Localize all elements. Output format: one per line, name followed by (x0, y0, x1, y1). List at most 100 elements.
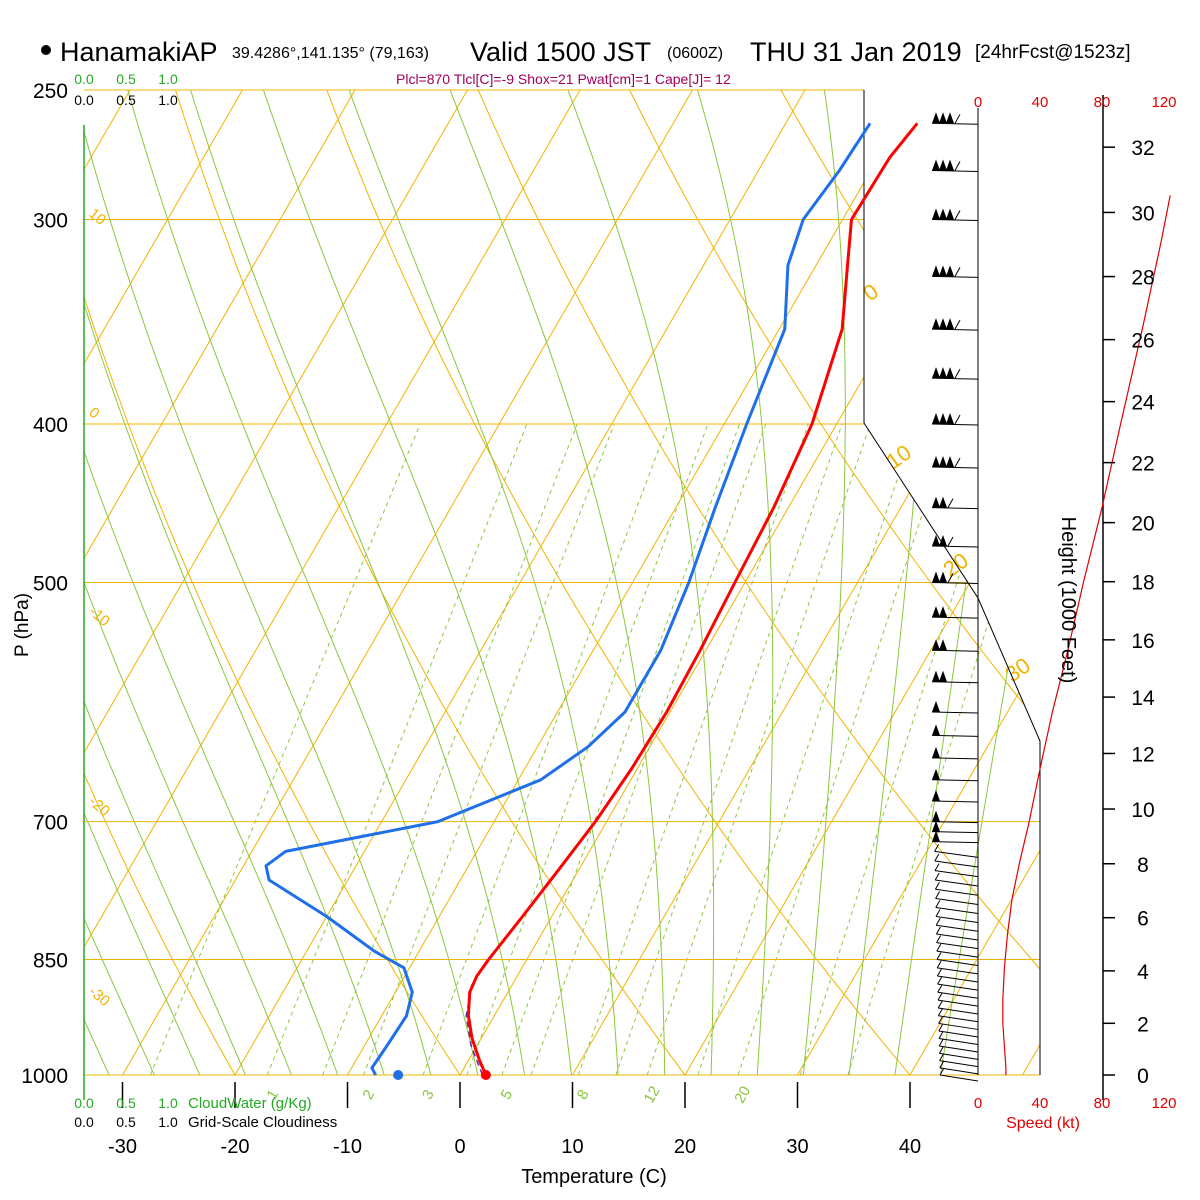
wind-barb (938, 1007, 979, 1015)
wind-barb-feather (947, 536, 954, 547)
wind-barb (931, 275, 979, 278)
wind-barb-feather (947, 498, 954, 508)
wind-barb-flag (939, 265, 947, 277)
wind-barb (937, 999, 979, 1007)
dry-adiabat-label: 10 (882, 440, 916, 475)
wind-barb (931, 649, 979, 652)
station-coords: 39.4286°,141.135° (79,163) (232, 45, 429, 62)
wind-barb-flag (932, 724, 940, 736)
moist-adiabat-line (889, 90, 1029, 1075)
speed-axis-ticks-top: 0 40 80 120 (974, 94, 1177, 111)
moist-adiabat-line (263, 90, 576, 1075)
wind-barb (934, 870, 979, 878)
dry-adiabat-label: 0 (859, 279, 883, 307)
wind-barb-feather (934, 844, 940, 852)
moist-adiabat-line (84, 90, 171, 1075)
wind-barb (937, 967, 979, 975)
wind-barb (937, 975, 979, 983)
wind-barb-flag (932, 789, 940, 801)
height-axis-label: Height (1000 Feet) (1057, 517, 1079, 684)
wind-barb (938, 1015, 979, 1023)
dry-adiabat-label: -10 (85, 603, 113, 630)
mixing-ratio-line (422, 423, 669, 1075)
moist-adiabat-line (84, 90, 396, 1075)
wind-barb-flag (939, 535, 947, 547)
height-tick-label: 8 (1137, 854, 1149, 877)
wind-barb-feather (937, 976, 943, 985)
wind-barb (931, 711, 979, 714)
moist-adiabat-line (84, 90, 306, 1075)
cloud-tick-top-black: 0.5 (116, 92, 136, 108)
isotherm-line (84, 90, 356, 1075)
wind-barb-flag (932, 820, 940, 832)
mixing-ratio-line (697, 423, 917, 1075)
isotherm-line (84, 90, 243, 1075)
wind-barb (935, 897, 979, 905)
wind-barb-flag (939, 318, 947, 330)
wind-barb-feather (954, 368, 961, 379)
wind-barb-feather (938, 1038, 944, 1047)
mixing-ratio-label: 2 (359, 1087, 378, 1103)
cloud-axis-ticks-bottom: 0.0 0.5 1.0 0.0 0.5 1.0 (74, 1095, 178, 1130)
isobars (84, 89, 1040, 1076)
wind-barb-feather (938, 1046, 944, 1054)
wind-barb (931, 423, 979, 426)
isotherm-line (0, 90, 18, 1075)
wind-barb (938, 1030, 979, 1038)
temperature-tick-label: -10 (333, 1136, 362, 1158)
wind-barb-feather (936, 943, 942, 952)
cloud-tick-top-green: 1.0 (158, 71, 178, 87)
cloud-tick-bottom-green: 1.0 (158, 1095, 178, 1111)
mixing-ratio-labels: 1 2 3 5 8 12 20 (263, 1083, 754, 1106)
wind-barb (931, 377, 979, 380)
mixing-ratio-label: 3 (419, 1087, 438, 1103)
wind-barb-flag (939, 456, 947, 468)
wind-barb-feather (954, 457, 961, 468)
wind-barb (931, 841, 979, 844)
wind-barb-feather (936, 952, 942, 960)
speed-tick-label-top: 0 (974, 94, 982, 111)
wind-barb-flag (932, 318, 940, 330)
wind-barb (931, 681, 979, 684)
moist-adiabat-line (127, 90, 486, 1075)
height-tick-label: 32 (1131, 137, 1154, 160)
wind-barb (935, 879, 979, 887)
dry-adiabat-label: 0 (85, 404, 102, 422)
cloud-tick-top-black: 1.0 (158, 92, 178, 108)
cloud-tick-bottom-black: 1.0 (158, 1114, 178, 1130)
wind-barb-flag (946, 112, 954, 124)
dry-adiabat-label: 10 (85, 205, 109, 229)
wind-barb-feather (934, 863, 940, 871)
cloud-water-label: CloudWater (g/Kg) (188, 1095, 312, 1112)
mixing-ratio-line (530, 423, 767, 1075)
speed-axis-ticks-bottom: 0 40 80 120 (974, 1095, 1177, 1112)
wind-barb (931, 831, 979, 834)
station-dot-icon (41, 45, 51, 55)
wind-barb-flag (932, 768, 940, 780)
station-name: HanamakiAP (60, 37, 218, 67)
wind-barb (931, 545, 979, 548)
y-axis-label: P (hPa) (12, 593, 33, 657)
wind-barb (938, 1038, 979, 1046)
dry-adiabat-line (0, 90, 10, 1075)
wind-barb-feather (934, 882, 940, 890)
mixing-ratio-label: 20 (731, 1083, 754, 1106)
wind-barb (937, 983, 979, 991)
parcel-trace (465, 984, 484, 1076)
wind-barb-flag (939, 367, 947, 379)
wind-barb (931, 616, 979, 619)
forecast-info: [24hrFcst@1523z] (975, 42, 1131, 63)
wind-barb-feather (937, 1000, 943, 1009)
speed-tick-label-top: 80 (1094, 94, 1111, 111)
height-tick-label: 14 (1131, 687, 1155, 710)
height-tick-label: 24 (1131, 392, 1155, 415)
wind-barb (936, 959, 979, 967)
cloud-tick-top-green: 0.5 (116, 71, 136, 87)
wind-barb-flag (939, 496, 947, 508)
mixing-ratio-lines (149, 423, 1040, 1075)
mixing-ratio-line (149, 423, 421, 1075)
wind-barb-flag (932, 456, 940, 468)
wind-barb-feather (937, 984, 943, 993)
wind-barb-flag (932, 412, 940, 424)
